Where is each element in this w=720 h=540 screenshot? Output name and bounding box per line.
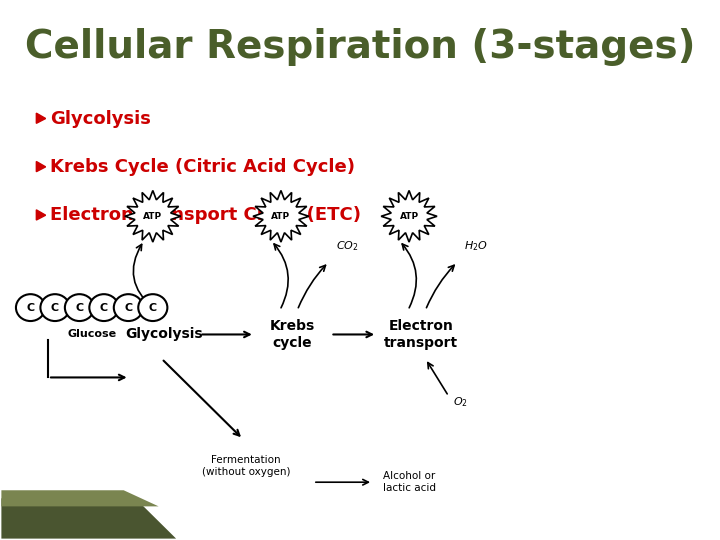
Text: ATP: ATP — [400, 212, 418, 221]
Polygon shape — [125, 191, 181, 242]
Circle shape — [89, 294, 119, 321]
Text: C: C — [76, 302, 84, 313]
Polygon shape — [36, 113, 45, 123]
Text: $O_2$: $O_2$ — [453, 395, 468, 409]
Text: Glycolysis: Glycolysis — [50, 110, 151, 127]
Text: C: C — [125, 302, 132, 313]
Polygon shape — [36, 210, 45, 220]
Text: C: C — [149, 302, 157, 313]
Polygon shape — [1, 490, 158, 507]
Circle shape — [65, 294, 94, 321]
Text: $H_2O$: $H_2O$ — [464, 239, 488, 253]
Circle shape — [138, 294, 167, 321]
Text: C: C — [27, 302, 35, 313]
Text: Electron Transport Chain (ETC): Electron Transport Chain (ETC) — [50, 206, 361, 224]
Polygon shape — [381, 191, 437, 242]
Text: ATP: ATP — [143, 212, 163, 221]
Text: Krebs
cycle: Krebs cycle — [270, 319, 315, 349]
Circle shape — [40, 294, 70, 321]
Polygon shape — [36, 161, 45, 172]
Text: C: C — [100, 302, 108, 313]
Text: Krebs Cycle (Citric Acid Cycle): Krebs Cycle (Citric Acid Cycle) — [50, 158, 355, 176]
Text: Glycolysis: Glycolysis — [126, 327, 203, 341]
Polygon shape — [1, 498, 176, 538]
Text: $CO_2$: $CO_2$ — [336, 239, 359, 253]
Text: Glucose: Glucose — [67, 329, 116, 339]
Text: Cellular Respiration (3-stages): Cellular Respiration (3-stages) — [24, 28, 696, 66]
Text: Electron
transport: Electron transport — [384, 319, 458, 349]
Circle shape — [114, 294, 143, 321]
Text: Fermentation
(without oxygen): Fermentation (without oxygen) — [202, 455, 290, 477]
Text: Alcohol or
lactic acid: Alcohol or lactic acid — [383, 471, 436, 493]
Text: ATP: ATP — [271, 212, 290, 221]
Circle shape — [16, 294, 45, 321]
Polygon shape — [253, 191, 309, 242]
Text: C: C — [51, 302, 59, 313]
